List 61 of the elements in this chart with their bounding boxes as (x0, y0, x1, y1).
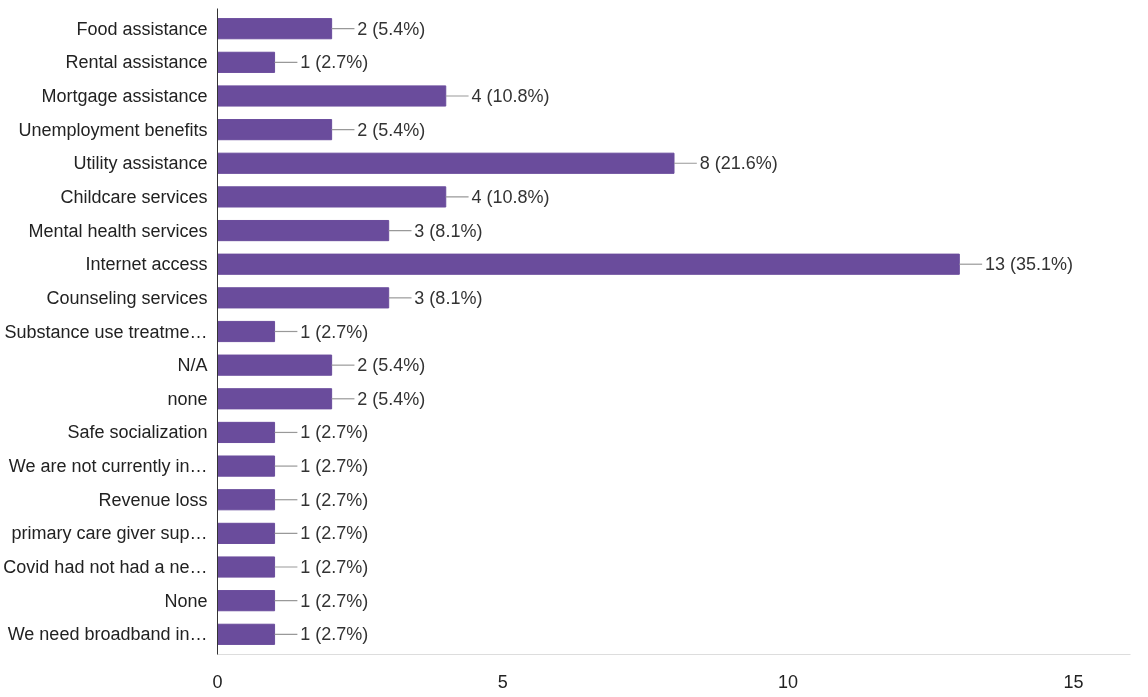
data-label: 3 (8.1%) (414, 220, 483, 241)
y-tick-label: primary care giver sup… (11, 523, 208, 544)
data-label: 3 (8.1%) (414, 287, 483, 308)
y-tick-label: Unemployment benefits (18, 119, 208, 140)
data-label: 1 (2.7%) (300, 422, 369, 443)
y-tick-label: Covid had not had a ne… (3, 557, 208, 578)
x-tick-label: 5 (497, 671, 508, 692)
data-label: 1 (2.7%) (300, 557, 369, 578)
bar (217, 489, 276, 511)
data-label: 1 (2.7%) (300, 523, 369, 544)
y-tick-label: N/A (177, 355, 208, 376)
bar (217, 623, 276, 645)
data-label: 1 (2.7%) (300, 52, 369, 73)
data-label: 4 (10.8%) (471, 85, 550, 106)
y-tick-label: Childcare services (60, 186, 208, 207)
y-tick-label: Internet access (85, 254, 208, 275)
y-tick-label: We are not currently in… (8, 456, 208, 477)
bar (217, 18, 333, 40)
data-label: 1 (2.7%) (300, 456, 369, 477)
data-label: 2 (5.4%) (357, 355, 426, 376)
x-tick-label: 10 (778, 671, 799, 692)
data-label: 2 (5.4%) (357, 119, 426, 140)
bar (217, 287, 390, 309)
data-label: 8 (21.6%) (699, 153, 778, 174)
y-tick-label: Food assistance (76, 18, 208, 39)
bar (217, 388, 333, 410)
bar (217, 253, 960, 275)
data-label: 2 (5.4%) (357, 388, 426, 409)
y-tick-label: Utility assistance (73, 153, 208, 174)
bar (217, 219, 390, 242)
y-tick-label: Safe socialization (67, 422, 208, 443)
y-tick-label: Revenue loss (98, 489, 208, 510)
bar (217, 455, 276, 477)
bar (217, 119, 333, 141)
bar (217, 186, 447, 208)
bar (217, 51, 276, 73)
y-tick-label: We need broadband in… (7, 624, 208, 645)
data-label: 1 (2.7%) (300, 590, 369, 611)
data-label: 13 (35.1%) (984, 254, 1074, 275)
data-label: 4 (10.8%) (471, 186, 550, 207)
x-tick-label: 0 (212, 671, 223, 692)
data-label: 1 (2.7%) (300, 489, 369, 510)
y-tick-label: Mortgage assistance (41, 85, 208, 106)
bar (217, 354, 333, 376)
data-label: 1 (2.7%) (300, 321, 369, 342)
y-tick-label: Rental assistance (65, 52, 208, 73)
bar (217, 320, 276, 343)
y-tick-label: Substance use treatme… (4, 321, 208, 342)
bar (217, 152, 675, 174)
data-label: 1 (2.7%) (300, 624, 369, 645)
bar (217, 85, 447, 107)
y-tick-label: none (167, 388, 208, 409)
bar (217, 421, 276, 444)
x-tick-label: 15 (1063, 671, 1084, 692)
y-tick-label: Mental health services (28, 220, 208, 241)
bar (217, 556, 276, 578)
y-tick-label: None (164, 590, 208, 611)
data-label: 2 (5.4%) (357, 18, 426, 39)
y-tick-label: Counseling services (46, 287, 208, 308)
bar (217, 522, 276, 544)
bar (217, 590, 276, 612)
